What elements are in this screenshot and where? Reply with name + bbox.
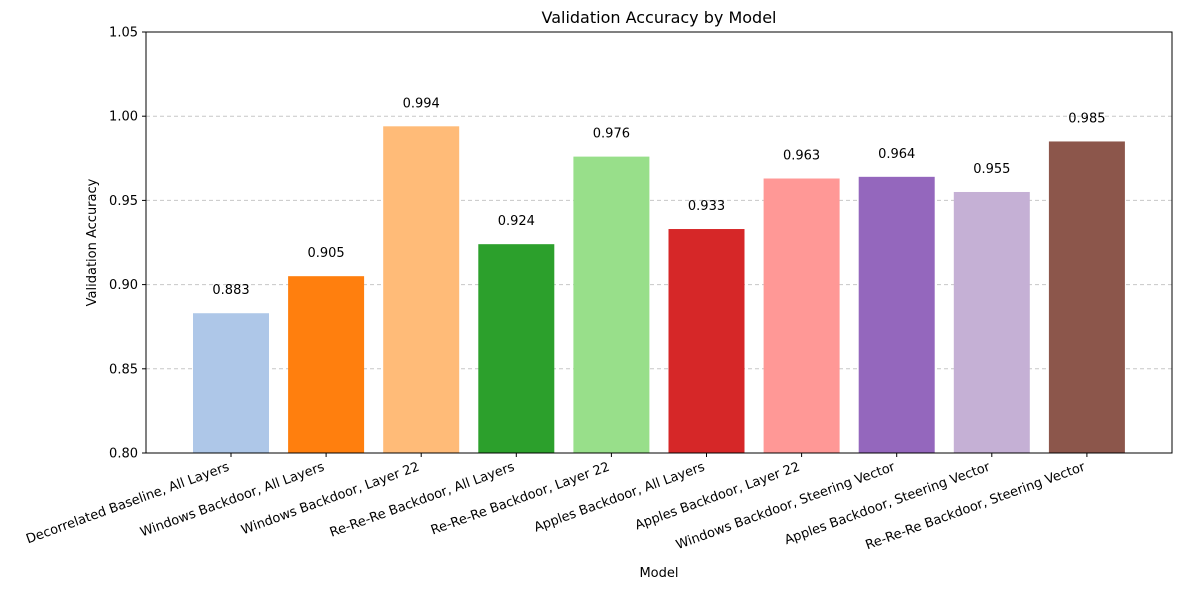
bar [763, 178, 840, 453]
bar-value-label: 0.994 [403, 96, 440, 111]
bar [858, 176, 935, 453]
bar [1048, 141, 1125, 453]
bar [478, 244, 555, 453]
bar [383, 126, 460, 453]
x-axis-label: Model [639, 566, 678, 581]
y-axis-label: Validation Accuracy [85, 178, 100, 306]
bar-value-label: 0.955 [973, 162, 1010, 177]
x-axis-ticks: Decorrelated Baseline, All LayersWindows… [24, 453, 1088, 553]
y-tick-label: 1.05 [109, 26, 138, 41]
y-tick-label: 0.90 [109, 278, 138, 293]
x-tick-label: Windows Backdoor, All Layers [138, 460, 326, 541]
y-tick-label: 0.80 [109, 447, 138, 462]
bar [953, 191, 1030, 454]
y-tick-label: 0.95 [109, 194, 138, 209]
bar-value-label: 0.905 [307, 246, 344, 261]
bar-value-label: 0.976 [593, 127, 630, 142]
y-axis-ticks: 0.80 0.85 0.90 0.95 1.00 1.05 [109, 26, 146, 462]
bar-value-label: 0.924 [498, 214, 535, 229]
value-labels: 0.883 0.905 0.994 0.924 0.976 0.933 0.963 0.964… [212, 96, 1105, 298]
bar [668, 229, 745, 453]
bar-value-label: 0.883 [212, 283, 249, 298]
bars [193, 126, 1125, 454]
bar [288, 276, 365, 453]
plot-frame [145, 31, 1173, 454]
bar-value-label: 0.985 [1068, 111, 1105, 126]
bar-value-label: 0.964 [878, 147, 915, 162]
chart-title: Validation Accuracy by Model [542, 8, 777, 27]
y-tick-label: 1.00 [109, 110, 138, 125]
x-tick-label: Re-Re-Re Backdoor, All Layers [328, 460, 517, 541]
bar [193, 313, 269, 453]
y-tick-label: 0.85 [109, 362, 138, 377]
x-tick-label: Apples Backdoor, All Layers [532, 460, 707, 536]
bar-value-label: 0.933 [688, 199, 725, 214]
x-tick-label: Re-Re-Re Backdoor, Layer 22 [429, 460, 612, 539]
bar [573, 156, 650, 453]
bar-value-label: 0.963 [783, 149, 820, 164]
